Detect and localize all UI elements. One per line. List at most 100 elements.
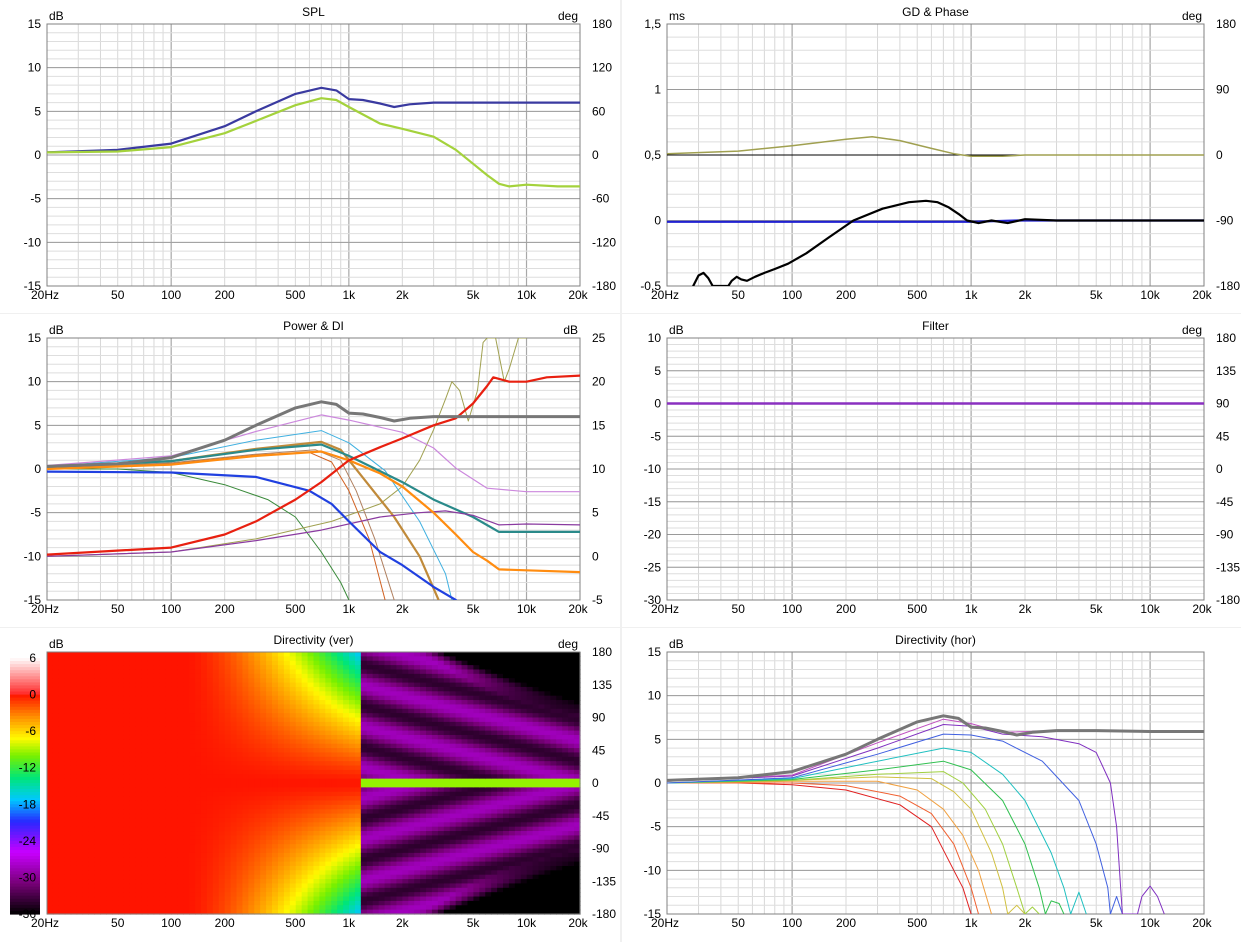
heatmap-cell — [331, 656, 338, 662]
heatmap-cell — [100, 774, 107, 780]
heatmap-cell — [94, 739, 101, 745]
heatmap-cell — [295, 870, 303, 876]
heatmap-cell — [135, 835, 143, 841]
heatmap-cell — [384, 839, 392, 845]
heatmap-cell — [52, 787, 60, 793]
x-tick-label: 200 — [215, 288, 235, 302]
heatmap-cell — [319, 704, 326, 710]
heatmap-cell — [94, 861, 101, 867]
heatmap-cell — [76, 791, 84, 797]
heatmap-cell — [58, 826, 66, 832]
heatmap-cell — [491, 804, 498, 810]
heatmap-cell — [443, 669, 451, 675]
heatmap-cell — [260, 726, 267, 732]
heatmap-cell — [47, 761, 54, 767]
heatmap-cell — [390, 700, 398, 705]
heatmap-cell — [313, 822, 321, 828]
heatmap-cell — [396, 756, 403, 762]
heatmap-cell — [248, 748, 255, 754]
heatmap-cell — [313, 752, 321, 758]
heatmap-cell — [52, 835, 60, 841]
heatmap-cell — [396, 678, 403, 684]
heatmap-cell — [325, 826, 332, 832]
heatmap-cell — [354, 822, 362, 828]
heatmap-cell — [325, 800, 332, 806]
heatmap-cell — [195, 791, 202, 797]
heatmap-cell — [106, 682, 113, 688]
heatmap-cell — [366, 861, 374, 867]
heatmap-cell — [76, 892, 84, 898]
heatmap-cell — [289, 809, 297, 815]
heatmap-cell — [461, 857, 469, 863]
heatmap-cell — [337, 817, 344, 823]
heatmap-cell — [313, 826, 321, 832]
heatmap-cell — [195, 826, 202, 832]
heatmap-cell — [64, 726, 72, 732]
heatmap-cell — [159, 874, 167, 880]
heatmap-cell — [159, 809, 167, 815]
heatmap-cell — [47, 765, 54, 771]
heatmap-cell — [277, 909, 285, 915]
heatmap-cell — [266, 874, 273, 880]
heatmap-cell — [100, 752, 107, 758]
heatmap-cell — [58, 844, 66, 850]
heatmap-cell — [242, 813, 249, 819]
heatmap-cell — [200, 870, 208, 876]
heatmap-cell — [337, 778, 344, 784]
heatmap-cell — [177, 726, 184, 732]
heatmap-cell — [325, 708, 332, 714]
heatmap-cell — [88, 691, 95, 697]
heatmap-cell — [431, 743, 439, 749]
heatmap-cell — [331, 652, 338, 657]
heatmap-cell — [64, 813, 72, 819]
heatmap-cell — [230, 879, 238, 885]
heatmap-cell — [414, 852, 421, 858]
heatmap-cell — [337, 831, 344, 836]
heatmap-cell — [467, 678, 474, 684]
heatmap-cell — [112, 691, 119, 697]
heatmap-cell — [76, 652, 84, 657]
heatmap-cell — [307, 865, 315, 871]
heatmap-cell — [171, 739, 178, 745]
heatmap-cell — [266, 909, 273, 915]
heatmap-cell — [283, 874, 291, 880]
heatmap-cell — [183, 678, 190, 684]
heatmap-cell — [360, 669, 368, 675]
heatmap-cell — [497, 726, 504, 732]
heatmap-cell — [70, 726, 78, 732]
heatmap-cell — [289, 734, 297, 740]
heatmap-cell — [236, 656, 244, 662]
heatmap-cell — [165, 887, 172, 893]
heatmap-cell — [426, 896, 433, 902]
heatmap-cell — [354, 844, 362, 850]
heatmap-cell — [479, 739, 486, 745]
heatmap-cell — [218, 730, 226, 736]
heatmap-cell — [331, 865, 338, 871]
heatmap-cell — [485, 892, 492, 898]
heatmap-cell — [195, 844, 202, 850]
heatmap-cell — [378, 686, 386, 692]
heatmap-cell — [396, 870, 403, 876]
heatmap-cell — [479, 822, 486, 828]
heatmap-cell — [449, 769, 457, 775]
heatmap-cell — [171, 686, 178, 692]
heatmap-cell — [171, 835, 178, 841]
heatmap-cell — [461, 809, 469, 815]
heatmap-cell — [100, 721, 107, 727]
heatmap-cell — [349, 861, 356, 867]
heatmap-cell — [366, 691, 374, 697]
heatmap-cell — [372, 783, 380, 788]
heatmap-cell — [242, 717, 249, 723]
heatmap-cell — [349, 783, 356, 788]
heatmap-cell — [414, 691, 421, 697]
heatmap-cell — [254, 743, 261, 749]
heatmap-cell — [52, 756, 60, 762]
heatmap-cell — [206, 713, 214, 719]
heatmap-cell — [248, 900, 255, 906]
heatmap-cell — [135, 861, 143, 867]
heatmap-cell — [337, 835, 344, 841]
heatmap-cell — [426, 756, 433, 762]
heatmap-cell — [331, 761, 338, 767]
heatmap-cell — [390, 678, 398, 684]
y-axis-unit: dB — [669, 323, 684, 337]
